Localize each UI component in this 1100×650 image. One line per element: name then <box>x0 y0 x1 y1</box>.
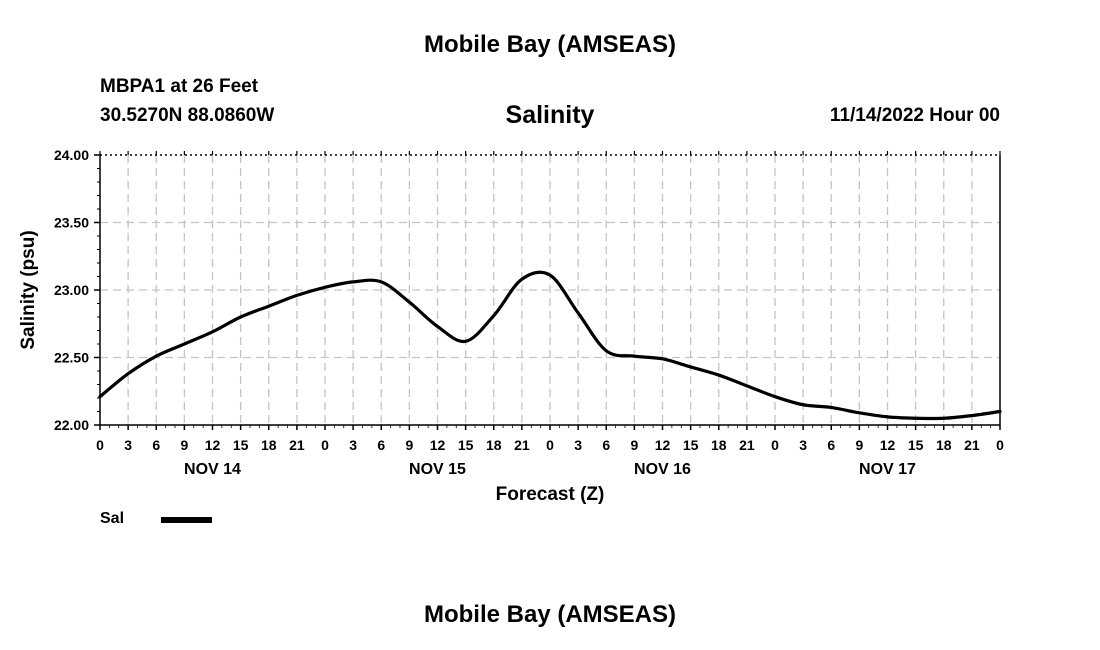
legend-swatch <box>161 517 212 523</box>
x-tick-label: 15 <box>233 437 249 453</box>
station-coordinates: 30.5270N 88.0860W <box>100 105 275 126</box>
x-tick-label: 3 <box>349 437 357 453</box>
y-axis-label: Salinity (psu) <box>18 230 39 349</box>
x-tick-label: 3 <box>124 437 132 453</box>
grid-lines <box>100 155 1000 425</box>
day-label: NOV 16 <box>634 461 691 478</box>
data-point <box>211 331 214 333</box>
x-tick-label: 15 <box>458 437 474 453</box>
x-tick-label: 21 <box>964 437 980 453</box>
data-point <box>380 281 383 283</box>
x-tick-label: 6 <box>602 437 610 453</box>
data-point <box>830 406 833 409</box>
data-point <box>324 286 326 289</box>
data-point <box>549 274 551 276</box>
x-tick-label: 0 <box>996 437 1004 453</box>
x-tick-label: 9 <box>405 437 413 453</box>
data-point <box>802 403 804 406</box>
data-point <box>183 343 186 345</box>
x-tick-label: 21 <box>739 437 755 453</box>
chart-title: Salinity <box>505 101 595 129</box>
data-point <box>352 281 354 283</box>
y-tick-label: 24.00 <box>54 147 89 163</box>
x-tick-label: 0 <box>96 437 104 453</box>
day-label: NOV 15 <box>409 461 466 478</box>
data-point <box>858 412 861 414</box>
data-point <box>155 355 158 357</box>
data-point <box>492 314 495 317</box>
x-tick-label: 18 <box>936 437 952 453</box>
data-point <box>914 417 917 420</box>
x-tick-label: 3 <box>799 437 807 453</box>
x-tick-label: 18 <box>486 437 502 453</box>
x-tick-label: 9 <box>855 437 863 453</box>
data-point <box>774 395 776 398</box>
x-tick-label: 18 <box>711 437 727 453</box>
data-point <box>408 301 411 303</box>
y-tick-label: 23.50 <box>54 215 89 231</box>
x-tick-label: 6 <box>827 437 835 453</box>
data-point <box>521 278 523 281</box>
x-tick-label: 3 <box>574 437 582 453</box>
x-tick-label: 0 <box>546 437 554 453</box>
station-label: MBPA1 at 26 Feet <box>100 76 259 97</box>
series-layer <box>98 270 1002 421</box>
x-tick-label: 6 <box>152 437 160 453</box>
data-point <box>633 355 636 357</box>
x-tick-label: 9 <box>630 437 638 453</box>
data-point <box>436 325 439 328</box>
axes: 22.00 22.50 23.00 23.50 24.00 0 3 6 9 12 15 18 21 0 3 6… <box>54 147 1004 478</box>
x-tick-label: 18 <box>261 437 277 453</box>
x-tick-label: 12 <box>655 437 671 453</box>
y-tick-label: 22.50 <box>54 350 89 366</box>
x-tick-label: 12 <box>205 437 221 453</box>
data-point <box>127 372 129 375</box>
x-tick-label: 21 <box>289 437 305 453</box>
footer-title: Mobile Bay (AMSEAS) <box>423 601 677 628</box>
data-point <box>717 374 720 376</box>
data-point <box>746 385 748 387</box>
x-axis-label: Forecast (Z) <box>496 484 605 505</box>
data-point <box>239 316 242 318</box>
data-point <box>296 294 298 297</box>
x-tick-label: 6 <box>377 437 385 453</box>
data-point <box>661 358 664 360</box>
y-tick-label: 23.00 <box>54 282 89 298</box>
main-title: Mobile Bay (AMSEAS) <box>423 31 677 58</box>
x-tick-label: 15 <box>683 437 699 453</box>
y-tick-label: 22.00 <box>54 417 89 433</box>
x-tick-label: 21 <box>514 437 530 453</box>
data-point <box>689 366 692 368</box>
data-point <box>999 410 1001 413</box>
day-label: NOV 17 <box>859 461 916 478</box>
data-point <box>267 305 270 308</box>
data-point <box>99 395 101 398</box>
data-point <box>577 312 579 314</box>
data-point <box>971 414 973 417</box>
data-point <box>886 416 889 418</box>
x-tick-label: 0 <box>771 437 779 453</box>
x-tick-label: 12 <box>880 437 896 453</box>
legend-label: Sal <box>100 510 125 527</box>
day-label: NOV 14 <box>184 461 241 478</box>
data-point <box>942 417 945 420</box>
run-time-label: 11/14/2022 Hour 00 <box>829 105 1000 126</box>
x-tick-label: 12 <box>430 437 446 453</box>
data-point <box>464 340 467 343</box>
x-tick-label: 15 <box>908 437 924 453</box>
x-tick-label: 0 <box>321 437 329 453</box>
data-point <box>605 349 608 352</box>
x-tick-label: 9 <box>180 437 188 453</box>
